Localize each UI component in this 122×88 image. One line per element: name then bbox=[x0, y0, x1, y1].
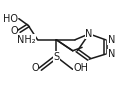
Text: N: N bbox=[108, 35, 115, 45]
Text: O: O bbox=[31, 63, 39, 73]
Text: HO: HO bbox=[3, 14, 18, 24]
Text: N: N bbox=[85, 29, 93, 39]
Text: O: O bbox=[10, 26, 18, 36]
Text: S: S bbox=[53, 52, 59, 62]
Text: OH: OH bbox=[74, 63, 89, 73]
Text: N: N bbox=[108, 49, 115, 59]
Text: NH₂: NH₂ bbox=[17, 35, 35, 45]
